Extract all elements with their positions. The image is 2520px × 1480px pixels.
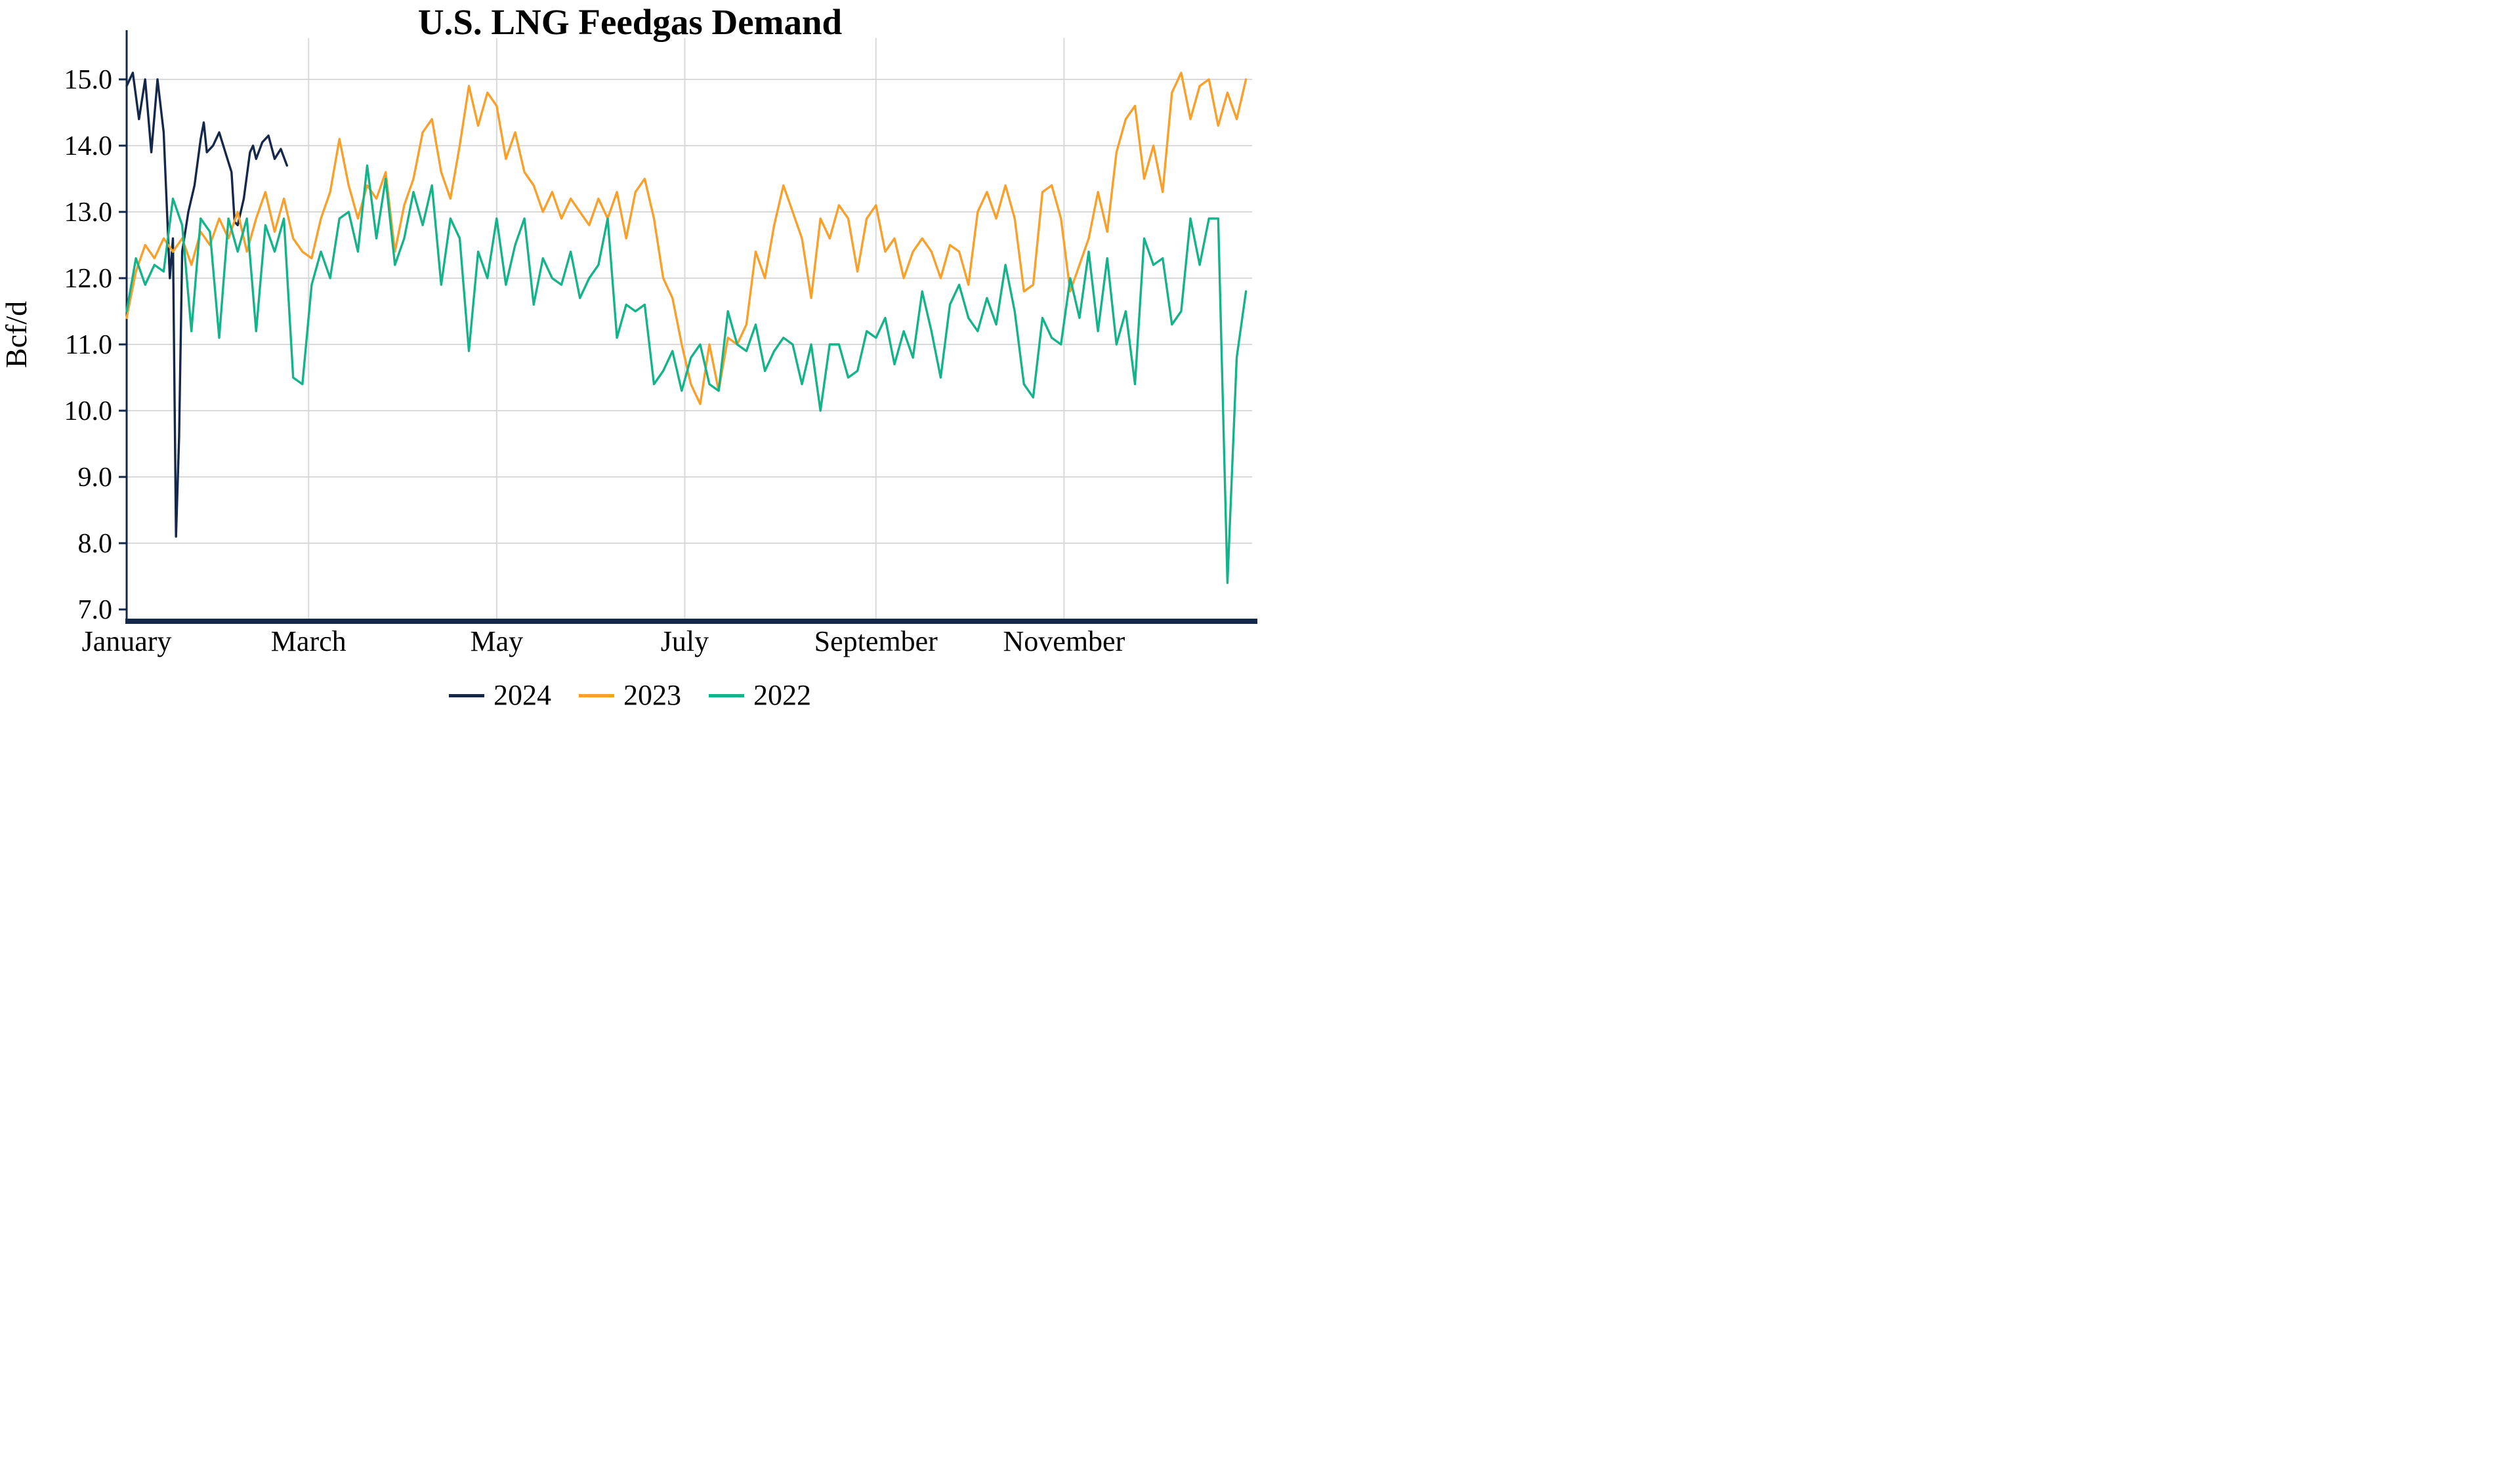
- legend-swatch-2022: [709, 693, 744, 697]
- legend: 2024 2023 2022: [0, 681, 1260, 710]
- x-tick-label: January: [82, 625, 172, 657]
- series-line-2024: [125, 72, 288, 538]
- legend-item-2023: 2023: [579, 681, 681, 710]
- x-tick-label: September: [814, 625, 938, 657]
- legend-label-2024: 2024: [494, 679, 551, 711]
- lng-feedgas-chart-figure: 7.0 8.0 9.0 10.0 11.0 12.0 13.0 14.0 15.0 January…: [0, 0, 1260, 740]
- y-tick-label: 11.0: [65, 330, 112, 360]
- series-line-2023: [125, 72, 1248, 405]
- y-tick-label: 9.0: [78, 462, 113, 493]
- gridlines: [127, 38, 1252, 621]
- y-tick-label: 8.0: [78, 529, 113, 559]
- legend-swatch-2024: [449, 693, 484, 697]
- y-tick-label: 12.0: [64, 264, 113, 294]
- legend-label-2022: 2022: [753, 679, 811, 711]
- y-tick-label: 15.0: [64, 65, 113, 95]
- y-tick-label: 10.0: [64, 396, 113, 426]
- legend-label-2023: 2023: [623, 679, 681, 711]
- axes: [125, 30, 1257, 624]
- x-tick-label: March: [271, 625, 346, 657]
- series-line-2022: [125, 164, 1248, 585]
- legend-item-2022: 2022: [709, 681, 811, 710]
- y-tick-label: 13.0: [64, 197, 113, 228]
- chart-canvas: 7.0 8.0 9.0 10.0 11.0 12.0 13.0 14.0 15.0 January…: [0, 2, 1257, 657]
- y-tick-label: 7.0: [78, 595, 113, 625]
- series-lines: [125, 72, 1248, 585]
- legend-swatch-2023: [579, 693, 614, 697]
- chart-title: U.S. LNG Feedgas Demand: [418, 2, 842, 42]
- y-axis-title: Bcf/d: [0, 301, 33, 368]
- x-tick-label: November: [1003, 625, 1125, 657]
- x-tick-label: July: [661, 625, 709, 657]
- tick-labels: 7.0 8.0 9.0 10.0 11.0 12.0 13.0 14.0 15.0 January…: [64, 65, 1125, 657]
- y-tick-label: 14.0: [64, 131, 113, 161]
- legend-item-2024: 2024: [449, 681, 551, 710]
- x-tick-label: May: [471, 625, 524, 657]
